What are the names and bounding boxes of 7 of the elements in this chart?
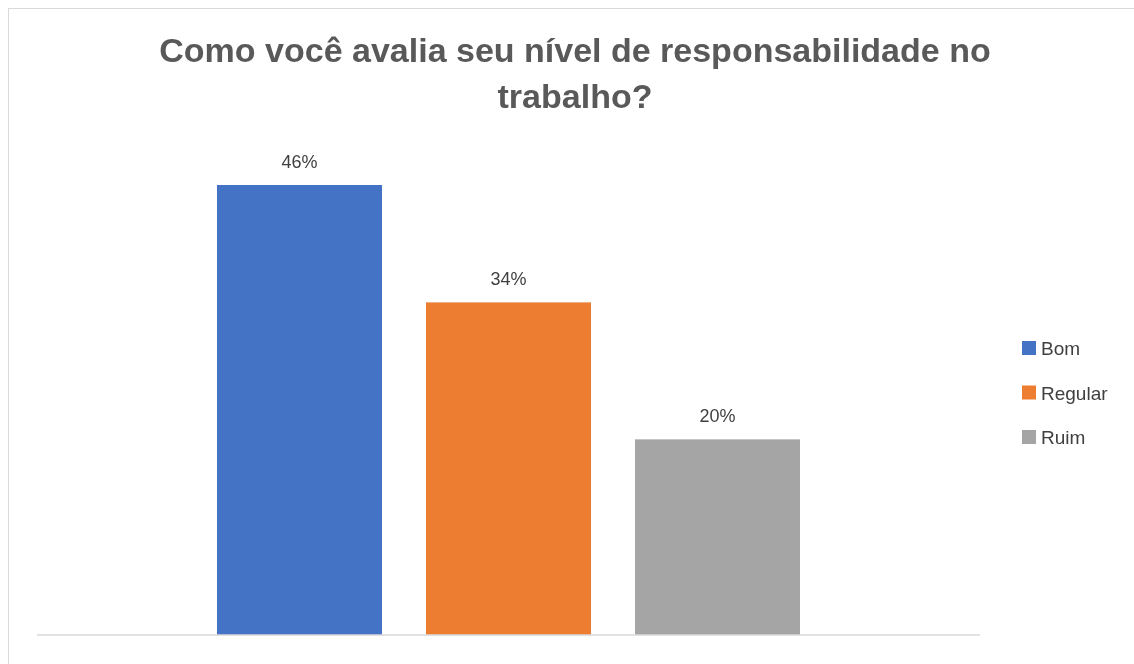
data-label: 20%: [699, 406, 736, 427]
legend-label: Bom: [1041, 338, 1081, 359]
data-label: 34%: [490, 269, 527, 290]
data-label: 46%: [281, 152, 318, 172]
legend-label: Ruim: [1041, 427, 1086, 448]
legend-label: Regular: [1041, 382, 1109, 404]
chart-title: Como você avalia seu nível de responsabilidade no trabalho?: [159, 31, 991, 115]
